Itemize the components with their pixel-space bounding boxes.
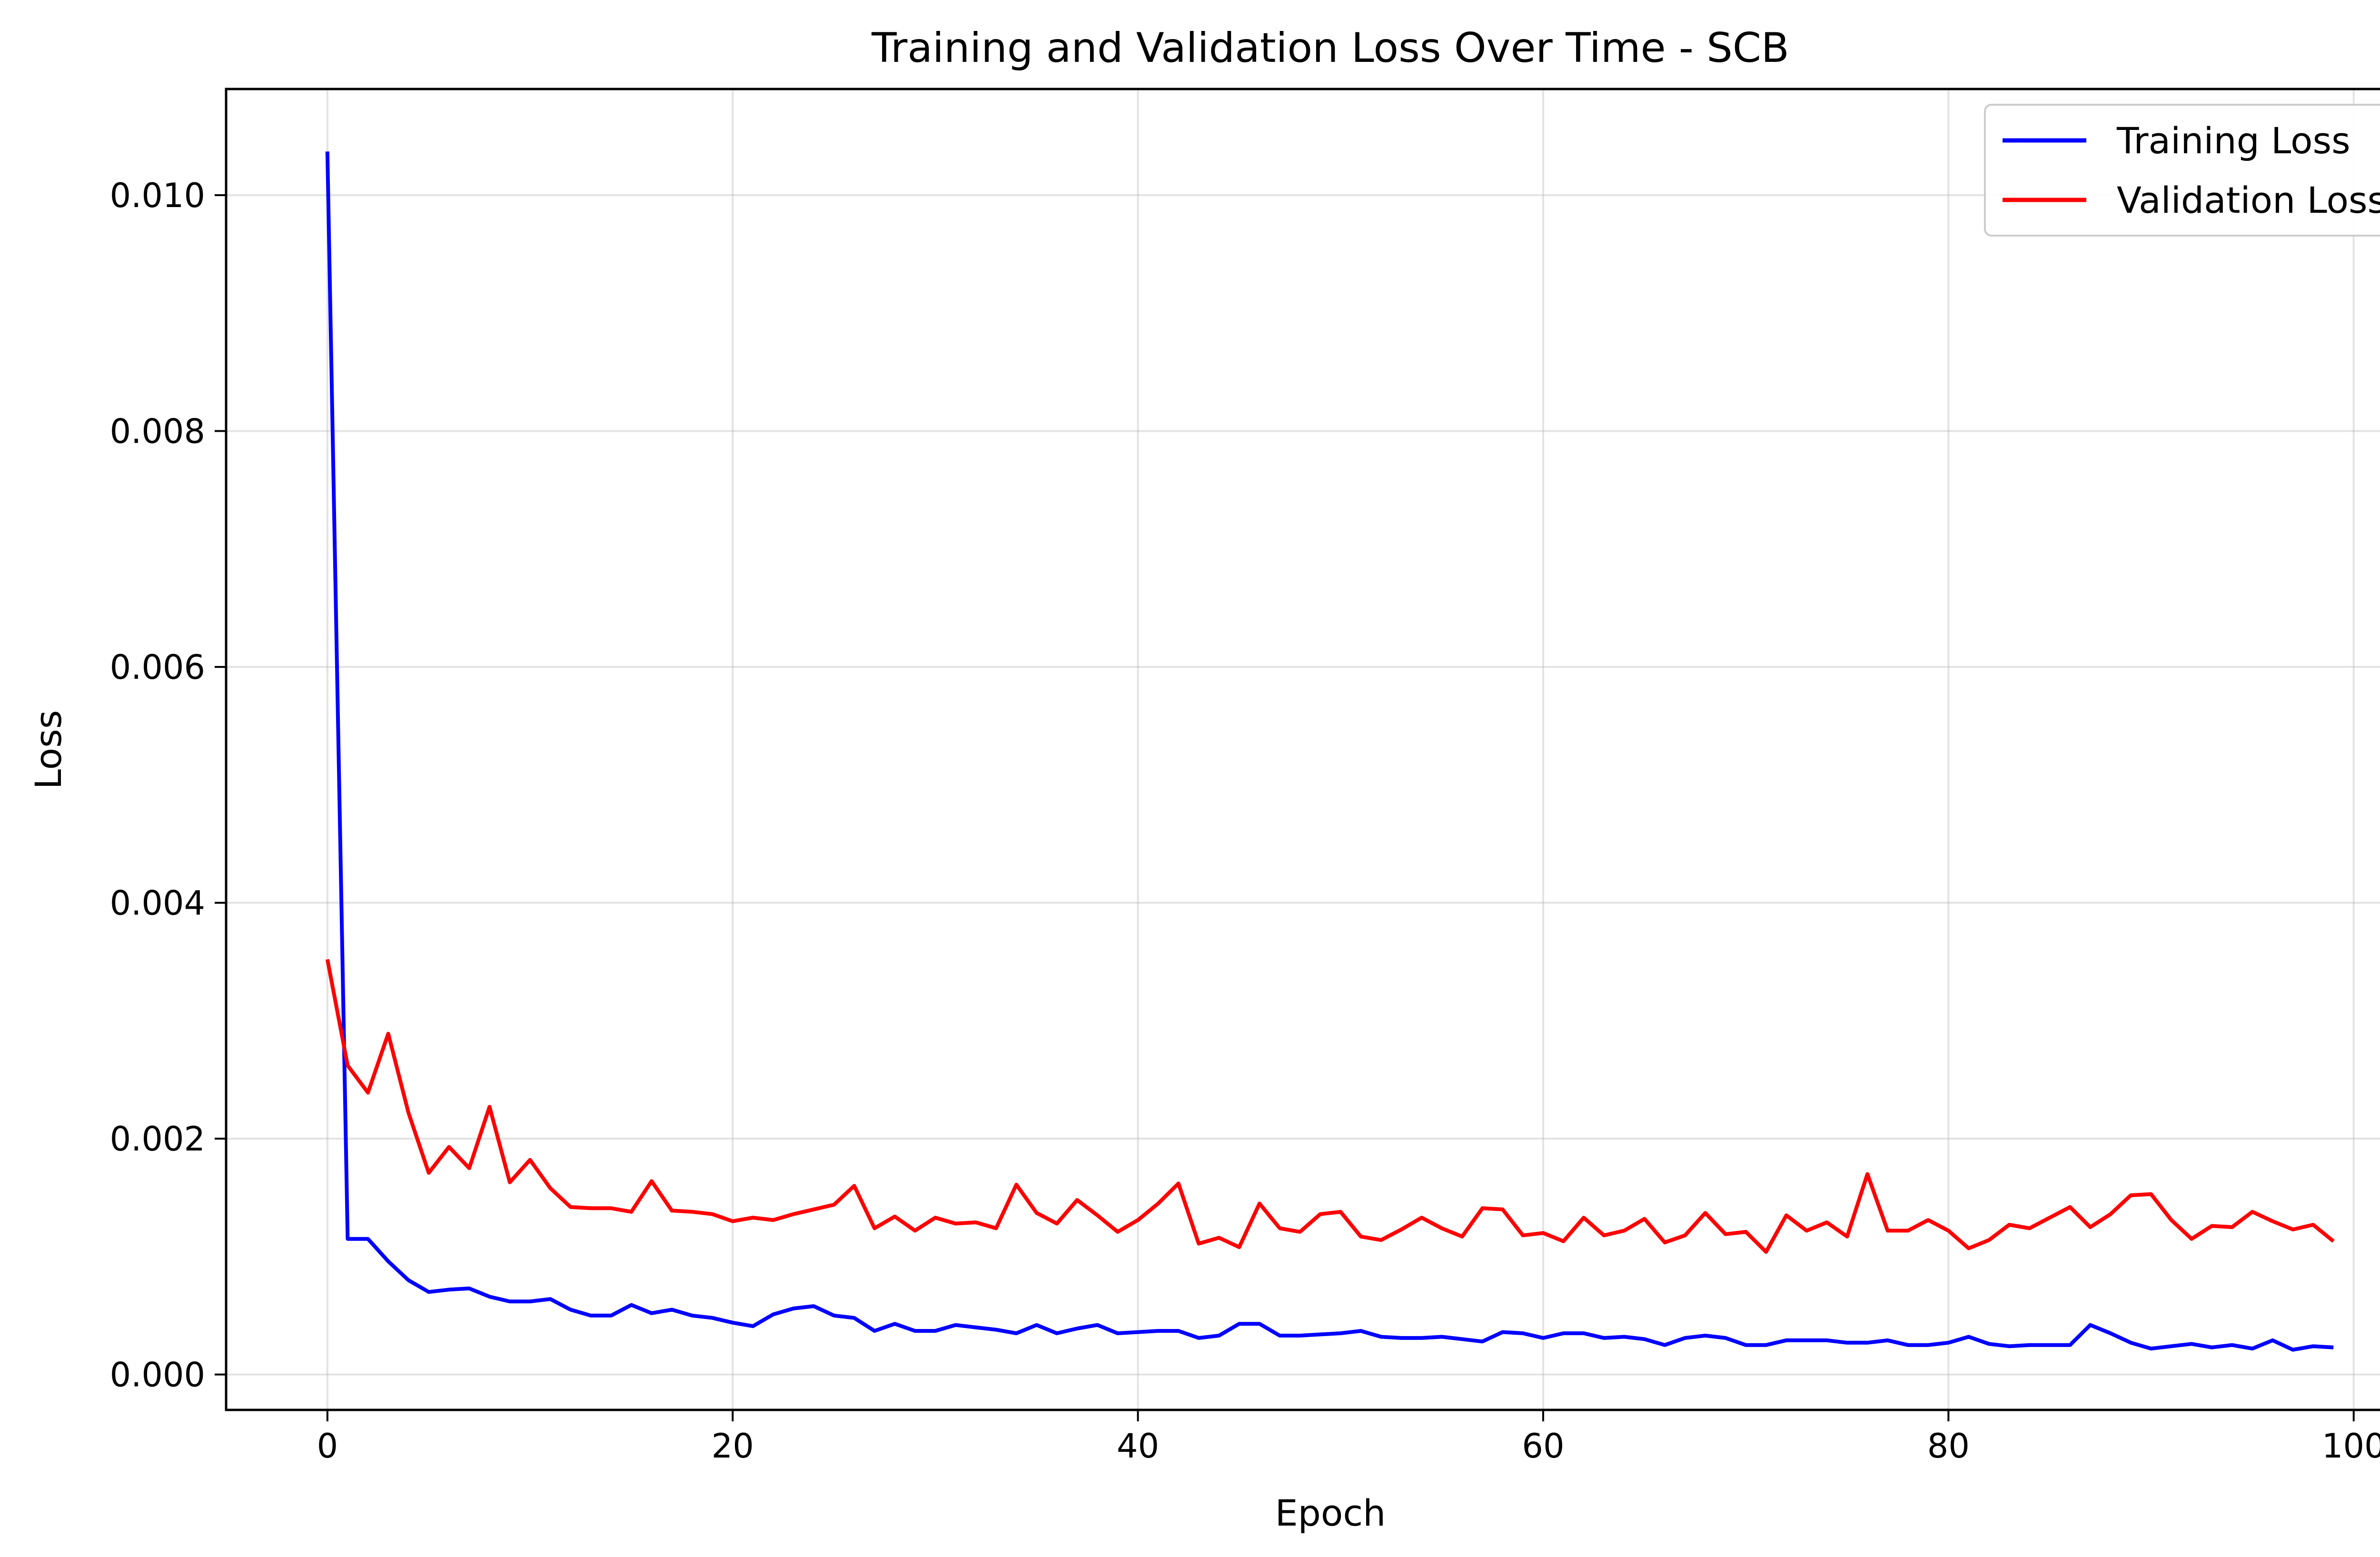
series-lines — [325, 151, 2335, 1352]
chart-title: Training and Validation Loss Over Time -… — [871, 24, 1789, 72]
y-tick-label: 0.004 — [110, 884, 205, 923]
x-tick-label: 0 — [317, 1427, 338, 1466]
x-tick-label: 60 — [1522, 1427, 1564, 1466]
legend-label-validation-loss: Validation Loss — [2117, 179, 2380, 221]
y-tick-label: 0.002 — [110, 1120, 205, 1159]
series-line-training-loss — [325, 151, 2334, 1352]
y-axis-label: Loss — [27, 710, 69, 790]
x-tick-label: 80 — [1927, 1427, 1970, 1466]
x-tick-label: 100 — [2322, 1427, 2380, 1466]
x-tick-label: 40 — [1117, 1427, 1159, 1466]
legend: Training Loss Validation Loss — [1984, 104, 2380, 237]
x-axis-label: Epoch — [1275, 1492, 1386, 1534]
y-ticks: 0.000 0.002 0.004 0.006 0.008 0.010 — [110, 176, 226, 1395]
legend-label-training-loss: Training Loss — [2116, 119, 2350, 162]
y-tick-label: 0.000 — [110, 1356, 205, 1395]
plot-frame — [225, 88, 2380, 1411]
x-tick-label: 20 — [712, 1427, 754, 1466]
y-tick-label: 0.008 — [110, 412, 205, 451]
grid — [226, 89, 2380, 1410]
y-tick-label: 0.010 — [110, 176, 205, 215]
legend-box — [1984, 104, 2380, 237]
series-line-validation-loss — [325, 959, 2335, 1254]
x-ticks: 0 20 40 60 80 100 — [317, 1410, 2380, 1466]
y-tick-label: 0.006 — [110, 648, 205, 687]
